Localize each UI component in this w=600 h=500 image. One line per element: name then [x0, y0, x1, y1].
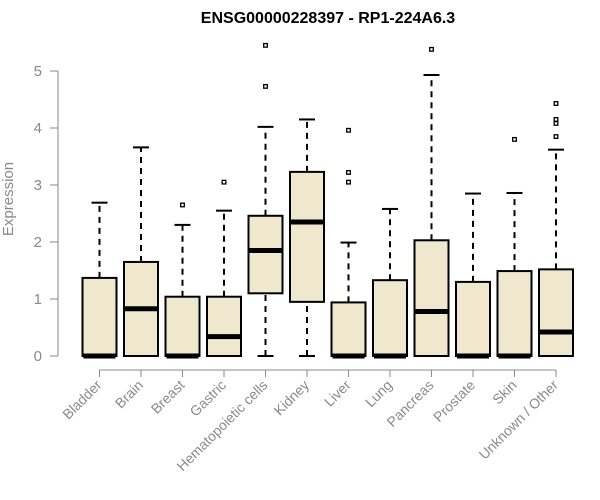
outlier-point: [346, 170, 351, 175]
box-iqr: [413, 239, 450, 357]
box-iqr: [538, 268, 574, 357]
y-axis: 0 1 2 3 4 5: [34, 63, 59, 365]
outlier-point: [429, 46, 434, 52]
outlier-point: [553, 117, 559, 122]
chart-title: ENSG00000228397 - RP1-224A6.3: [201, 10, 455, 27]
y-tick-label: 4: [34, 120, 42, 137]
box-pancreas: [413, 46, 450, 357]
box-iqr: [496, 270, 533, 358]
y-tick-label: 1: [34, 291, 42, 308]
outlier-point: [512, 136, 517, 142]
x-tick-label: Prostate: [430, 377, 478, 425]
box-gastric: [206, 179, 242, 357]
outlier-point: [553, 134, 559, 139]
x-tick-label: Brain: [112, 377, 146, 411]
box-iqr: [247, 214, 284, 295]
box-lung: [372, 207, 408, 359]
x-tick-label: Unknown / Other: [476, 377, 562, 463]
x-tick-label: Kidney: [271, 377, 313, 419]
box-liver: [330, 127, 367, 359]
boxes-group: [81, 42, 574, 359]
x-tick-label: Bladder: [59, 377, 105, 423]
box-brain: [123, 146, 159, 358]
box-hematopoietic-cells: [247, 42, 284, 357]
y-tick-label: 2: [34, 234, 42, 251]
box-prostate: [455, 192, 491, 359]
outlier-point: [553, 120, 559, 126]
box-iqr: [330, 301, 367, 358]
box-iqr: [289, 170, 325, 303]
x-tick-label: Breast: [148, 377, 188, 417]
y-tick-label: 3: [34, 177, 42, 194]
outlier-point: [180, 202, 185, 208]
outlier-point: [263, 42, 268, 48]
outlier-point: [346, 179, 351, 185]
box-iqr: [206, 295, 242, 357]
outlier-point: [553, 101, 559, 106]
x-tick-label: Liver: [321, 377, 354, 410]
x-tick-label: Skin: [489, 377, 520, 408]
y-tick-label: 5: [34, 63, 42, 80]
outlier-point: [221, 179, 227, 185]
y-tick-label: 0: [34, 348, 42, 365]
box-breast: [164, 202, 201, 359]
box-iqr: [81, 276, 118, 357]
outlier-point: [346, 127, 351, 133]
box-iqr: [164, 295, 201, 357]
box-bladder: [81, 201, 118, 359]
x-tick-label: Lung: [362, 377, 395, 410]
y-axis-label: Expression: [0, 162, 17, 236]
box-unknown-other: [538, 101, 574, 357]
outlier-point: [263, 83, 268, 89]
box-iqr: [455, 280, 491, 357]
box-skin: [496, 136, 533, 359]
box-kidney: [289, 118, 325, 357]
box-iqr: [372, 279, 408, 357]
